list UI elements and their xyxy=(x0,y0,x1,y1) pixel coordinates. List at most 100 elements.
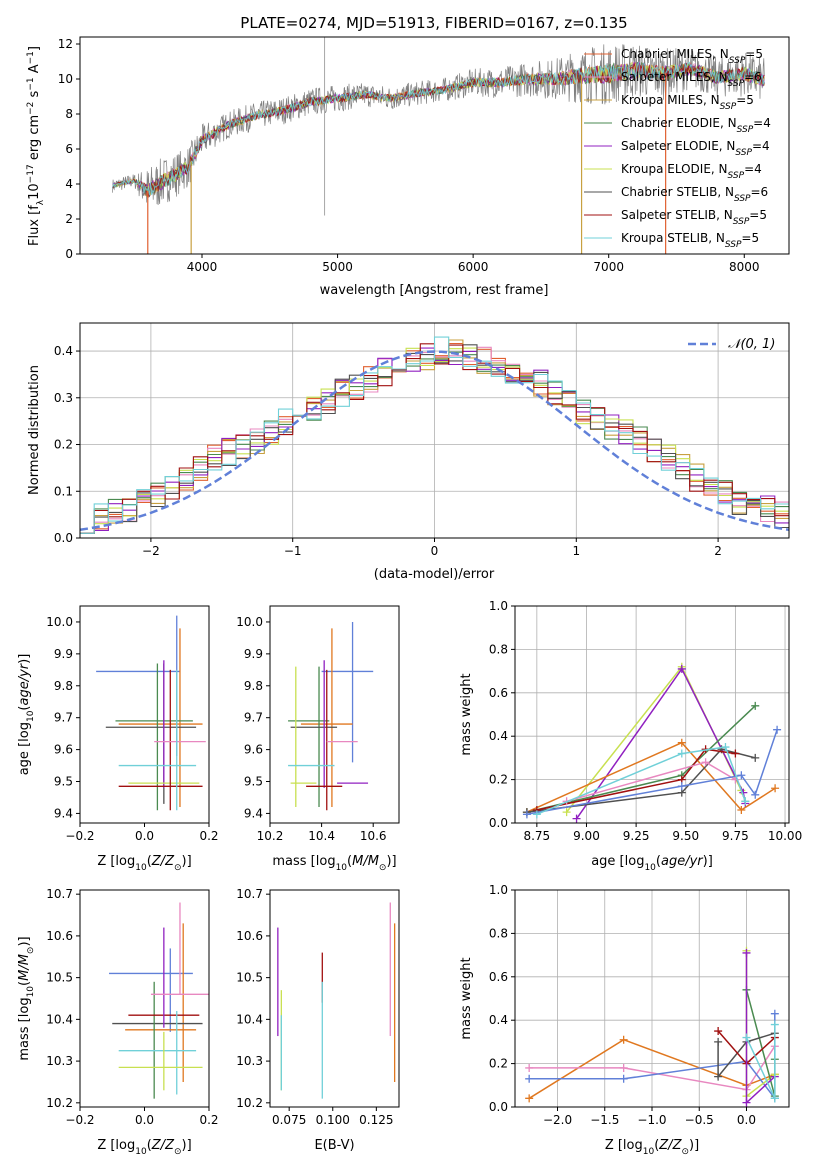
label-part: SSP xyxy=(728,171,745,181)
y-tick-label: 9.4 xyxy=(54,806,73,820)
plot-area-spectrum xyxy=(112,37,765,254)
x-tick-label: 8000 xyxy=(729,260,760,274)
weight-series-9 xyxy=(745,1024,776,1099)
y-tick-label: 10.6 xyxy=(46,929,73,943)
label-part: 10 xyxy=(135,863,147,873)
x-tick-label: 6000 xyxy=(458,260,489,274)
weight-point xyxy=(731,749,740,758)
axes-age_vs_mass: 10.2 10.4 10.6 9.4 9.5 9.6 9.7 9.8 9.9 10.0 mass [… xyxy=(236,605,400,873)
label-part: Z [log xyxy=(97,854,135,869)
y-tick-label: 10.5 xyxy=(236,971,263,985)
weight-point xyxy=(677,738,686,747)
x-axis-label: Z [log10(Z/Z⊙)] xyxy=(97,854,191,873)
label-part: Salpeter STELIB, N xyxy=(621,208,733,222)
label-part: =6 xyxy=(744,70,762,84)
y-axis-label: mass [log10(M/M⊙)] xyxy=(17,936,36,1060)
label-part: ( xyxy=(656,854,661,869)
label-part: Z [log xyxy=(97,1138,135,1153)
label-part: )] xyxy=(182,1138,192,1153)
y-tick-label: 12 xyxy=(58,37,73,51)
x-tick-label: −1.5 xyxy=(590,1113,619,1127)
axes-frame xyxy=(79,36,790,255)
weight-point xyxy=(751,701,760,710)
label-part: )] xyxy=(182,854,192,869)
label-part: 10 xyxy=(26,986,36,998)
x-tick-label: 9.50 xyxy=(672,829,699,843)
y-tick-label: 0.0 xyxy=(489,816,508,830)
label-part: Flux [f xyxy=(27,205,42,246)
label-part: 10 xyxy=(135,1147,147,1157)
label-part: Chabrier ELODIE, N xyxy=(621,116,737,130)
label-part: SSP xyxy=(728,79,745,89)
y-tick-label: 0.1 xyxy=(54,484,73,498)
y-tick-label: 0.2 xyxy=(54,438,73,452)
y-tick-label: 0.6 xyxy=(489,686,508,700)
x-tick-label: 10.4 xyxy=(308,829,335,843)
label-part: 10 xyxy=(643,1147,655,1157)
weight-point xyxy=(714,1037,723,1046)
x-tick-label: 4000 xyxy=(187,260,218,274)
axes-frame xyxy=(514,605,790,824)
y-tick-label: 10.2 xyxy=(46,1096,73,1110)
y-tick-label: 10.2 xyxy=(236,1096,263,1110)
label-part: 10 xyxy=(27,183,42,200)
y-tick-label: 0.4 xyxy=(489,729,508,743)
y-tick-label: 10.6 xyxy=(236,929,263,943)
legend-label: Kroupa ELODIE, NSSP=4 xyxy=(621,162,762,181)
weight-point xyxy=(525,1074,534,1083)
label-part: −2 xyxy=(26,102,36,115)
weight-point xyxy=(742,1033,751,1042)
y-tick-label: 6 xyxy=(65,142,73,156)
weight-point xyxy=(677,664,686,673)
legend-label: 𝒩(0, 1) xyxy=(728,337,775,352)
x-tick-label: 2 xyxy=(714,544,722,558)
y-axis-label: age [log10(age/yr)] xyxy=(17,654,36,776)
y-tick-label: 9.7 xyxy=(244,711,263,725)
label-part: −1 xyxy=(26,77,36,90)
x-tick-label: 8.75 xyxy=(523,829,550,843)
axes-frame xyxy=(79,889,210,1108)
label-part: 10 xyxy=(644,863,656,873)
x-tick-label: 0.2 xyxy=(199,1113,218,1127)
label-part: =4 xyxy=(744,162,762,176)
label-part: −1 xyxy=(26,51,36,64)
label-part: SSP xyxy=(725,240,742,250)
y-tick-label: 9.4 xyxy=(244,806,263,820)
x-axis-label: wavelength [Angstrom, rest frame] xyxy=(320,283,549,298)
plot-area-weight_vs_age xyxy=(515,606,789,823)
x-axis-label: age [log10(age/yr)] xyxy=(591,854,713,873)
x-tick-label: 1 xyxy=(572,544,580,558)
y-tick-label: 10.4 xyxy=(236,1012,263,1026)
axes-mass_vs_ebv: 0.075 0.100 0.125 10.2 10.3 10.4 10.5 10.6 10.7 E… xyxy=(236,887,400,1153)
residual-histogram-9 xyxy=(80,336,789,534)
x-tick-label: −0.2 xyxy=(65,1113,94,1127)
weight-point xyxy=(773,725,782,734)
axes-frame xyxy=(79,605,210,824)
y-tick-label: 0.2 xyxy=(489,773,508,787)
y-tick-label: 9.8 xyxy=(54,679,73,693)
x-axis-label: (data-model)/error xyxy=(374,567,495,582)
label-part: Salpeter ELODIE, N xyxy=(621,139,735,153)
label-part: mass [log xyxy=(17,997,32,1060)
label-part: )] xyxy=(689,1138,699,1153)
weight-point xyxy=(532,810,541,819)
label-part: ( xyxy=(147,854,152,869)
label-part: ] xyxy=(27,46,42,51)
y-tick-label: 9.5 xyxy=(54,775,73,789)
y-axis-label: Flux [fλ10−17 erg cm−2 s−1 A−1] xyxy=(26,46,46,246)
label-part: Chabrier STELIB, N xyxy=(621,185,734,199)
y-tick-label: 2 xyxy=(65,212,73,226)
label-part: =4 xyxy=(752,139,770,153)
axes-weight_vs_Z: −2.0 −1.5 −1.0 −0.5 0.0 0.0 0.2 0.4 0.6 0.8 1.0 Z [… xyxy=(459,883,790,1157)
weight-series-6 xyxy=(536,748,736,811)
normal-curve xyxy=(80,350,789,532)
y-tick-label: 0.4 xyxy=(54,344,73,358)
label-part: age [log xyxy=(17,722,32,775)
weight-point xyxy=(741,797,750,806)
label-part: ⊙ xyxy=(379,863,387,873)
y-tick-label: 9.8 xyxy=(244,679,263,693)
weight-point xyxy=(770,1094,779,1103)
plot-area-mass_vs_Z xyxy=(109,902,209,1099)
legend-label: Salpeter MILES, NSSP=6 xyxy=(621,70,762,89)
label-part: Kroupa MILES, N xyxy=(621,93,720,107)
